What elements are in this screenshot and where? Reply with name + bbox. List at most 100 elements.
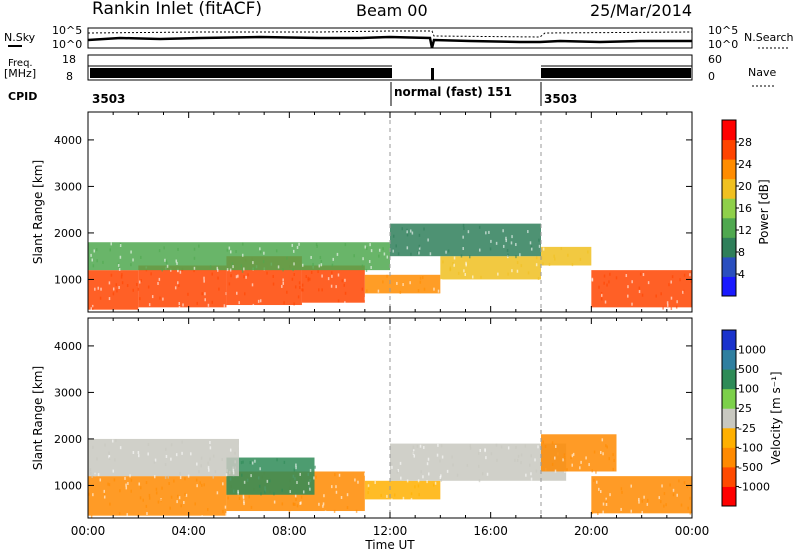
speckle (108, 456, 111, 460)
speckle (314, 465, 316, 469)
speckle (97, 473, 100, 477)
speckle (625, 274, 628, 278)
speckle (115, 439, 117, 443)
speckle (125, 486, 128, 490)
speckle (419, 444, 422, 448)
speckle (500, 445, 503, 449)
x-tick-label: 20:00 (574, 524, 609, 538)
speckle (121, 281, 124, 285)
speckle (401, 227, 404, 231)
speckle (452, 262, 454, 266)
power-colorbar-swatch (722, 139, 736, 160)
speckle (613, 458, 615, 462)
nave-tick-top: 60 (708, 53, 722, 66)
speckle (579, 257, 582, 261)
speckle (642, 273, 645, 277)
speckle (214, 470, 217, 474)
speckle (167, 475, 170, 479)
speckle (690, 279, 692, 283)
y-tick-label: 1000 (54, 479, 82, 492)
speckle (139, 297, 141, 301)
speckle (427, 238, 429, 242)
speckle (136, 282, 138, 286)
speckle (119, 489, 121, 493)
speckle (226, 248, 229, 252)
speckle (478, 225, 481, 229)
speckle (383, 252, 386, 256)
velocity-band-4 (390, 443, 567, 481)
speckle (593, 450, 596, 454)
speckle (599, 490, 602, 494)
speckle (130, 478, 133, 482)
speckle (620, 487, 623, 491)
speckle (419, 276, 422, 280)
x-tick-label: 04:00 (171, 524, 206, 538)
speckle (679, 278, 681, 282)
speckle (335, 285, 337, 289)
speckle (638, 286, 641, 290)
speckle (170, 495, 173, 499)
speckle (216, 266, 219, 270)
speckle (631, 280, 633, 284)
power-band-7 (88, 242, 390, 271)
speckle (495, 443, 498, 447)
speckle (221, 458, 223, 462)
speckle (366, 246, 368, 250)
speckle (602, 510, 604, 514)
speckle (317, 288, 320, 292)
speckle (567, 253, 569, 257)
speckle (514, 458, 516, 462)
speckle (344, 291, 347, 295)
speckle (161, 268, 164, 272)
speckle (571, 263, 574, 267)
speckle (537, 445, 539, 449)
speckle (529, 463, 531, 467)
speckle (364, 297, 367, 301)
speckle (465, 261, 467, 265)
speckle (309, 487, 311, 491)
speckle (226, 268, 229, 272)
speckle (138, 280, 141, 284)
speckle (211, 300, 214, 304)
speckle (412, 449, 415, 453)
speckle (563, 453, 566, 457)
speckle (235, 275, 238, 279)
speckle (647, 281, 650, 285)
speckle (176, 261, 178, 265)
speckle (99, 478, 102, 482)
speckle (490, 452, 493, 456)
speckle (300, 495, 303, 499)
speckle (646, 502, 649, 506)
speckle (151, 295, 154, 299)
speckle (170, 443, 173, 447)
speckle (185, 493, 188, 497)
power-colorbar-tick-label: 16 (738, 202, 752, 215)
speckle (600, 297, 603, 301)
speckle (469, 446, 472, 450)
speckle (465, 263, 467, 267)
speckle (406, 233, 409, 237)
date-title: 25/Mar/2014 (590, 1, 692, 20)
speckle (662, 306, 664, 310)
speckle (672, 493, 675, 497)
speckle (231, 262, 234, 266)
velocity-band-6 (591, 476, 692, 514)
speckle (334, 473, 336, 477)
speckle (364, 472, 366, 476)
speckle (380, 493, 382, 497)
speckle (179, 476, 182, 480)
speckle (309, 468, 312, 472)
speckle (245, 275, 247, 279)
speckle (337, 273, 340, 277)
speckle (282, 281, 285, 285)
speckle (406, 228, 408, 232)
speckle (519, 253, 521, 257)
speckle (390, 462, 393, 466)
speckle (310, 255, 312, 259)
speckle (178, 496, 181, 500)
y-tick-label: 4000 (54, 134, 82, 147)
speckle (90, 253, 92, 257)
speckle (620, 507, 622, 511)
nsky-label: N.Sky (4, 31, 36, 44)
